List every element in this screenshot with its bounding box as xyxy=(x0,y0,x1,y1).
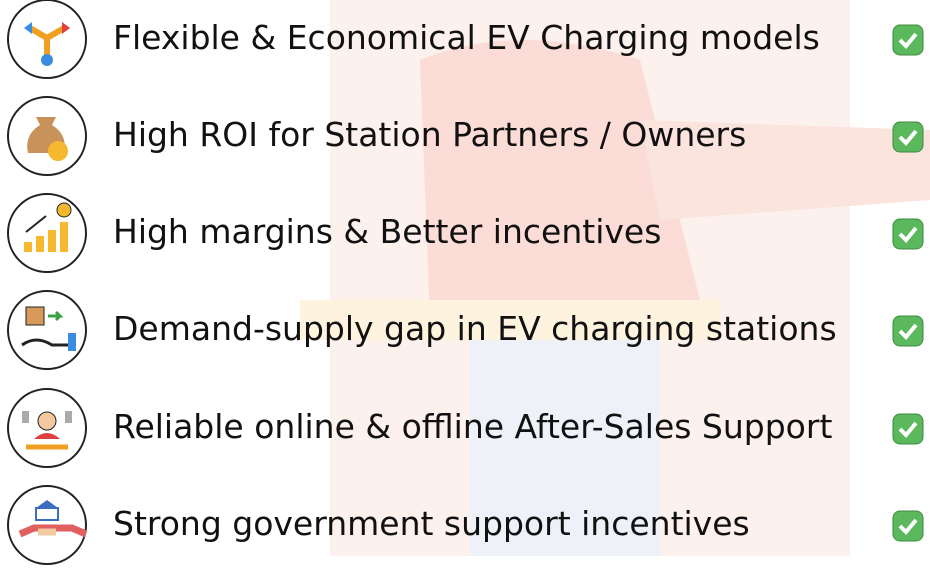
icon xyxy=(7,388,87,468)
check-icon xyxy=(892,413,924,445)
icon xyxy=(7,290,87,370)
icon xyxy=(7,96,87,176)
background xyxy=(300,0,930,556)
item-text: High margins & Better incentives xyxy=(113,212,662,251)
item-text: Strong government support incentives xyxy=(113,504,750,543)
icon xyxy=(7,0,87,79)
list-row: Demand-supply gap in EV charging station… xyxy=(0,284,930,374)
list-row: Reliable online & offline After-Sales Su… xyxy=(0,382,930,472)
check-icon xyxy=(892,24,924,56)
list-row: High ROI for Station Partners / Owners xyxy=(0,90,930,180)
check-icon xyxy=(892,218,924,250)
bg-legs xyxy=(470,320,660,556)
check-icon xyxy=(892,315,924,347)
bg-shirt xyxy=(420,40,700,320)
check-icon xyxy=(892,121,924,153)
item-text: Demand-supply gap in EV charging station… xyxy=(113,309,837,348)
bg-arm xyxy=(640,120,930,220)
item-text: Reliable online & offline After-Sales Su… xyxy=(113,407,833,446)
list-row: High margins & Better incentives xyxy=(0,187,930,277)
bg-band xyxy=(300,300,720,340)
icon xyxy=(7,485,88,565)
check-icon xyxy=(892,510,924,542)
item-text: High ROI for Station Partners / Owners xyxy=(113,115,747,154)
list-row: Flexible & Economical EV Charging models xyxy=(0,0,930,83)
item-text: Flexible & Economical EV Charging models xyxy=(113,18,820,57)
icon xyxy=(7,193,87,273)
list-row: Strong government support incentives xyxy=(0,479,930,569)
